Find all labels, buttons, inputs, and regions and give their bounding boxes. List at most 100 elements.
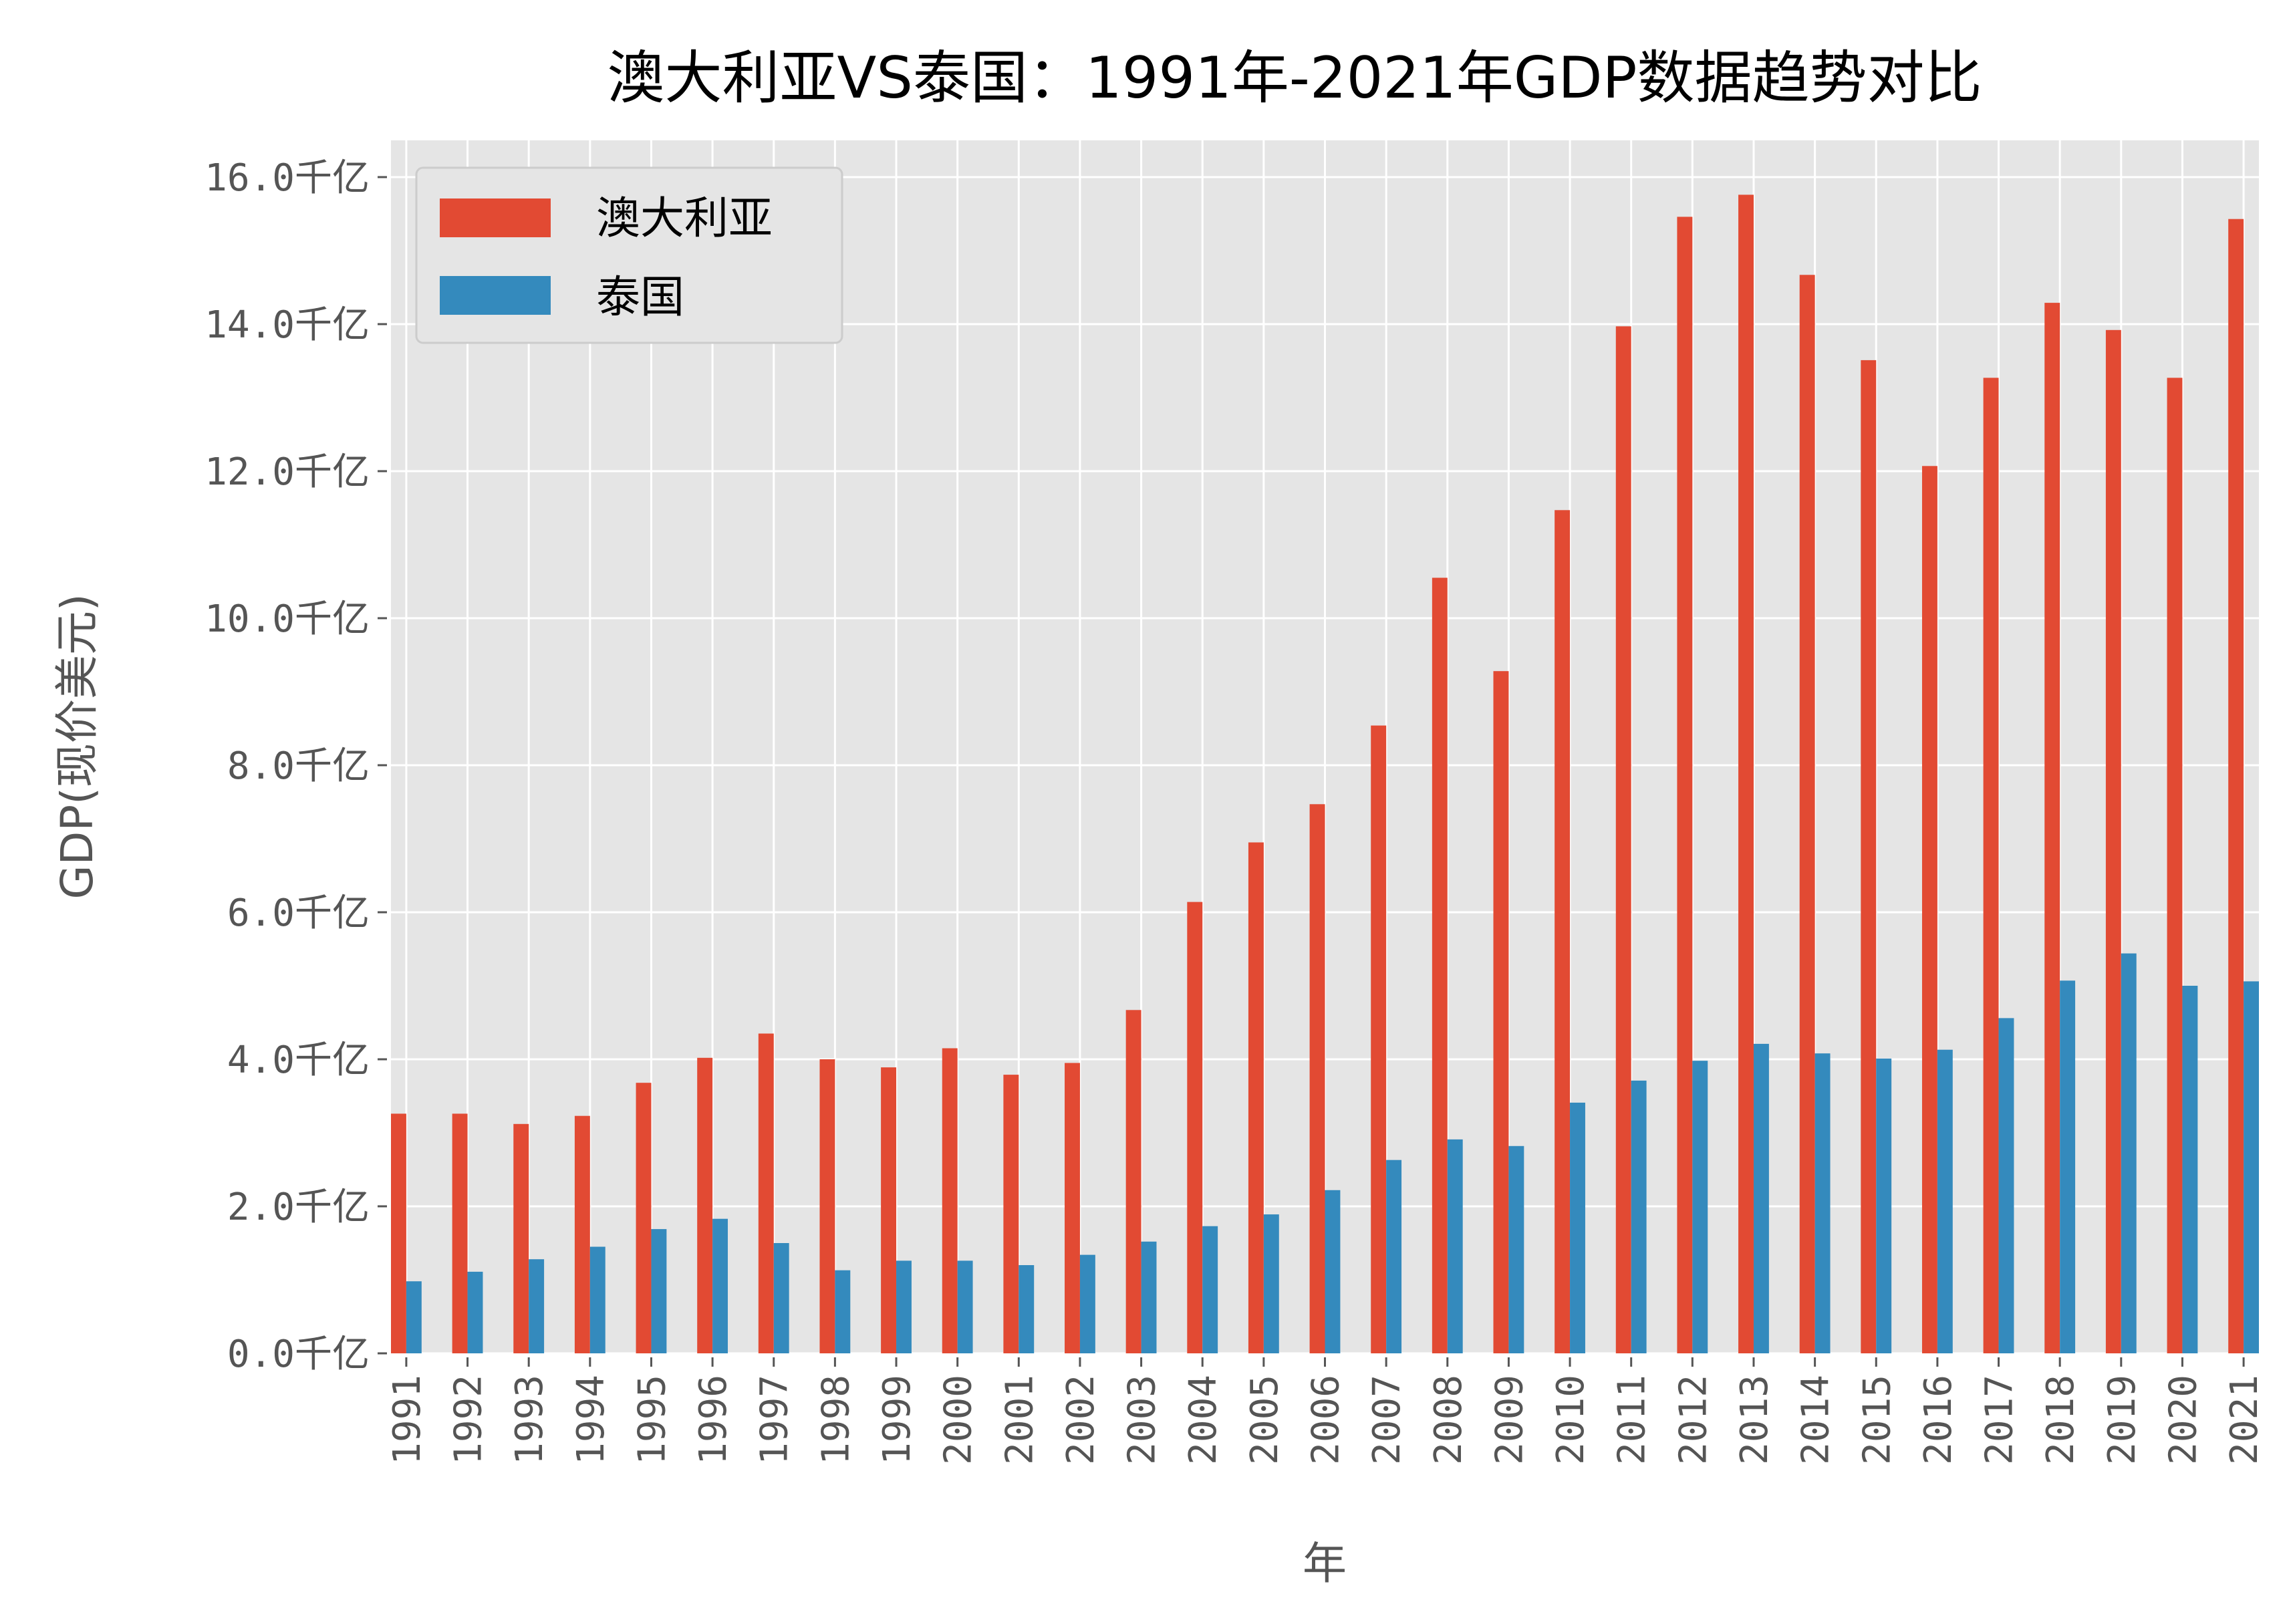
bar-thailand <box>1202 1226 1218 1353</box>
y-tick-label: 8.0千亿 <box>227 745 370 788</box>
x-tick-label: 1993 <box>508 1375 551 1465</box>
x-tick-label: 2021 <box>2223 1375 2266 1465</box>
bar-australia <box>2105 329 2121 1353</box>
bar-australia <box>1615 326 1631 1353</box>
bar-australia <box>1861 360 1877 1353</box>
y-tick-label: 2.0千亿 <box>227 1186 370 1229</box>
x-tick-label: 2014 <box>1794 1375 1838 1465</box>
y-tick-label: 14.0千亿 <box>205 303 370 347</box>
bar-australia <box>1309 804 1325 1353</box>
bar-thailand <box>1019 1265 1035 1353</box>
bar-thailand <box>1141 1241 1157 1353</box>
bar-australia <box>1738 194 1754 1353</box>
bar-australia <box>2228 219 2244 1354</box>
legend-label-thailand: 泰国 <box>596 271 684 323</box>
bar-thailand <box>773 1243 789 1353</box>
x-tick-label: 2020 <box>2161 1375 2205 1465</box>
bar-thailand <box>1386 1160 1402 1353</box>
bar-thailand <box>1508 1145 1524 1353</box>
bar-thailand <box>406 1281 422 1353</box>
x-tick-label: 2001 <box>998 1375 1041 1465</box>
bar-australia <box>1187 902 1203 1353</box>
bar-australia <box>1677 217 1693 1353</box>
x-tick-label: 2015 <box>1855 1375 1899 1465</box>
bar-thailand <box>529 1259 545 1353</box>
bar-australia <box>758 1033 774 1353</box>
bar-australia <box>2044 303 2060 1354</box>
x-tick-label: 2005 <box>1243 1375 1287 1465</box>
bar-australia <box>1983 378 1999 1353</box>
bar-australia <box>636 1083 652 1353</box>
bar-thailand <box>1753 1043 1769 1353</box>
bar-thailand <box>589 1246 605 1353</box>
bar-thailand <box>712 1218 728 1353</box>
chart-title: 澳大利亚VS泰国：1991年-2021年GDP数据趋势对比 <box>608 45 1982 112</box>
x-tick-label: 2017 <box>1978 1375 2022 1465</box>
bar-australia <box>1432 577 1448 1353</box>
x-tick-label: 2002 <box>1059 1375 1103 1465</box>
x-tick-label: 2009 <box>1488 1375 1531 1465</box>
x-tick-label: 1991 <box>386 1375 429 1465</box>
bar-thailand <box>1998 1018 2014 1353</box>
x-tick-label: 1998 <box>814 1375 857 1465</box>
bar-australia <box>1065 1063 1080 1353</box>
x-tick-label: 1995 <box>630 1375 674 1465</box>
bar-thailand <box>1079 1254 1095 1353</box>
x-tick-label: 2013 <box>1733 1375 1776 1465</box>
bar-australia <box>1555 510 1571 1353</box>
bar-australia <box>1921 466 1937 1353</box>
bar-thailand <box>2060 980 2076 1353</box>
x-tick-label: 2012 <box>1671 1375 1715 1465</box>
y-tick-label: 0.0千亿 <box>227 1333 370 1376</box>
x-tick-label: 2008 <box>1427 1375 1470 1465</box>
legend: 澳大利亚 泰国 <box>415 166 843 344</box>
y-tick-label: 4.0千亿 <box>227 1039 370 1082</box>
bar-australia <box>942 1048 958 1353</box>
bar-thailand <box>2121 953 2137 1353</box>
bar-australia <box>1371 725 1387 1353</box>
x-tick-label: 2010 <box>1549 1375 1593 1465</box>
y-tick-label: 16.0千亿 <box>205 156 370 200</box>
x-tick-label: 2011 <box>1611 1375 1654 1465</box>
x-tick-label: 2006 <box>1305 1375 1348 1465</box>
bar-thailand <box>1263 1214 1279 1353</box>
bar-australia <box>1248 842 1264 1353</box>
x-tick-label: 2007 <box>1365 1375 1409 1465</box>
bar-thailand <box>1631 1080 1647 1353</box>
x-tick-label: 2000 <box>937 1375 980 1465</box>
x-tick-label: 2003 <box>1121 1375 1164 1465</box>
bar-australia <box>574 1115 590 1353</box>
bar-thailand <box>651 1229 667 1353</box>
bar-australia <box>697 1057 713 1353</box>
x-axis-label: 年 <box>1303 1538 1347 1589</box>
legend-swatch-australia <box>440 198 551 237</box>
bars <box>391 194 2259 1354</box>
y-axis: 0.0千亿 2.0千亿 4.0千亿 6.0千亿 8.0千亿 10.0千亿 12.0千亿 14.… <box>205 156 387 1376</box>
bar-thailand <box>1692 1061 1708 1353</box>
bar-australia <box>819 1059 835 1353</box>
bar-australia <box>881 1067 897 1353</box>
x-tick-label: 2004 <box>1182 1375 1225 1465</box>
x-tick-label: 1997 <box>753 1375 797 1465</box>
bar-australia <box>1799 275 1815 1353</box>
legend-label-australia: 澳大利亚 <box>596 192 773 244</box>
x-tick-label: 2016 <box>1917 1375 1960 1465</box>
bar-thailand <box>1447 1139 1463 1353</box>
bar-thailand <box>835 1270 851 1353</box>
bar-thailand <box>1325 1190 1341 1353</box>
x-axis: 1991 1992 1993 1994 1995 1996 1997 1998 1999 2000… <box>386 1357 2266 1465</box>
bar-australia <box>1003 1075 1019 1353</box>
bar-thailand <box>896 1260 912 1353</box>
x-tick-label: 2019 <box>2101 1375 2144 1465</box>
bar-thailand <box>957 1260 973 1353</box>
x-tick-label: 2018 <box>2039 1375 2082 1465</box>
y-axis-label: GDP(现价美元) <box>51 593 103 899</box>
bar-australia <box>391 1113 406 1353</box>
legend-swatch-thailand <box>440 276 551 315</box>
bar-thailand <box>2244 981 2259 1353</box>
bar-thailand <box>2182 986 2198 1353</box>
bar-thailand <box>467 1271 483 1353</box>
bar-thailand <box>1570 1102 1585 1353</box>
bar-australia <box>1125 1010 1141 1353</box>
